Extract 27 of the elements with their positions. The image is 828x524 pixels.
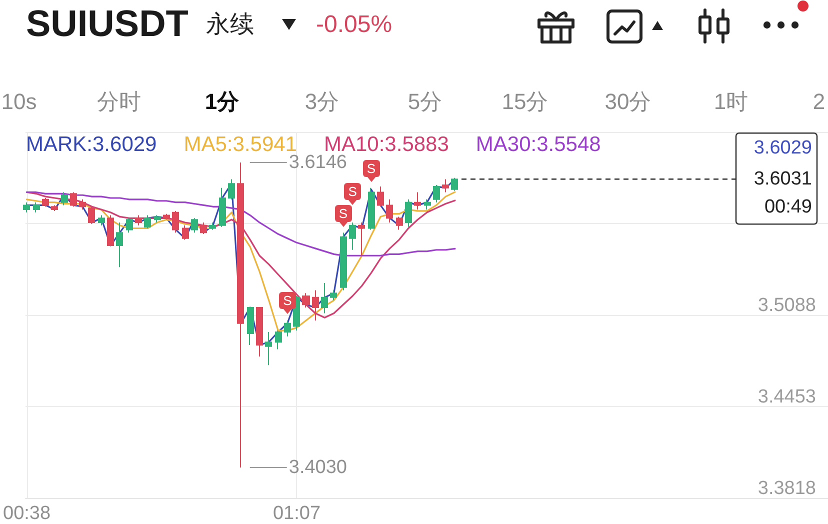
annotation: S bbox=[344, 182, 362, 205]
x-tick-label: 00:38 bbox=[3, 503, 51, 524]
chart-title: SUIUSDT bbox=[26, 3, 188, 46]
text: 5分 bbox=[408, 89, 442, 114]
annotation: 3.6029 bbox=[754, 138, 812, 159]
text: -0.05% bbox=[316, 11, 392, 39]
text: 15分 bbox=[502, 89, 548, 114]
text: 2 bbox=[812, 89, 826, 114]
annotation: S bbox=[362, 160, 380, 182]
annotation: S bbox=[278, 292, 296, 314]
text: 分时 bbox=[97, 89, 141, 114]
text: 30分 bbox=[604, 89, 652, 114]
annotation: S bbox=[334, 204, 352, 227]
text: MARK:3.6029 bbox=[26, 133, 157, 156]
text: 10s bbox=[1, 89, 37, 114]
x-tick-label: 01:07 bbox=[272, 503, 321, 524]
y-tick-label: 3.5088 bbox=[758, 295, 816, 316]
text: 1分 bbox=[204, 89, 240, 114]
annotation: 3.4030 bbox=[288, 456, 348, 478]
text: MA30:3.5548 bbox=[476, 133, 601, 156]
y-tick-label: 3.4453 bbox=[758, 386, 816, 408]
text: 1时 bbox=[714, 89, 748, 114]
chart-subtitle: 永续 bbox=[206, 11, 254, 39]
y-tick-label: 3.3818 bbox=[758, 478, 816, 499]
annotation: 00:49 bbox=[764, 196, 812, 218]
ref-line-label: 3.6031 bbox=[754, 168, 812, 190]
text: 3分 bbox=[304, 89, 340, 114]
